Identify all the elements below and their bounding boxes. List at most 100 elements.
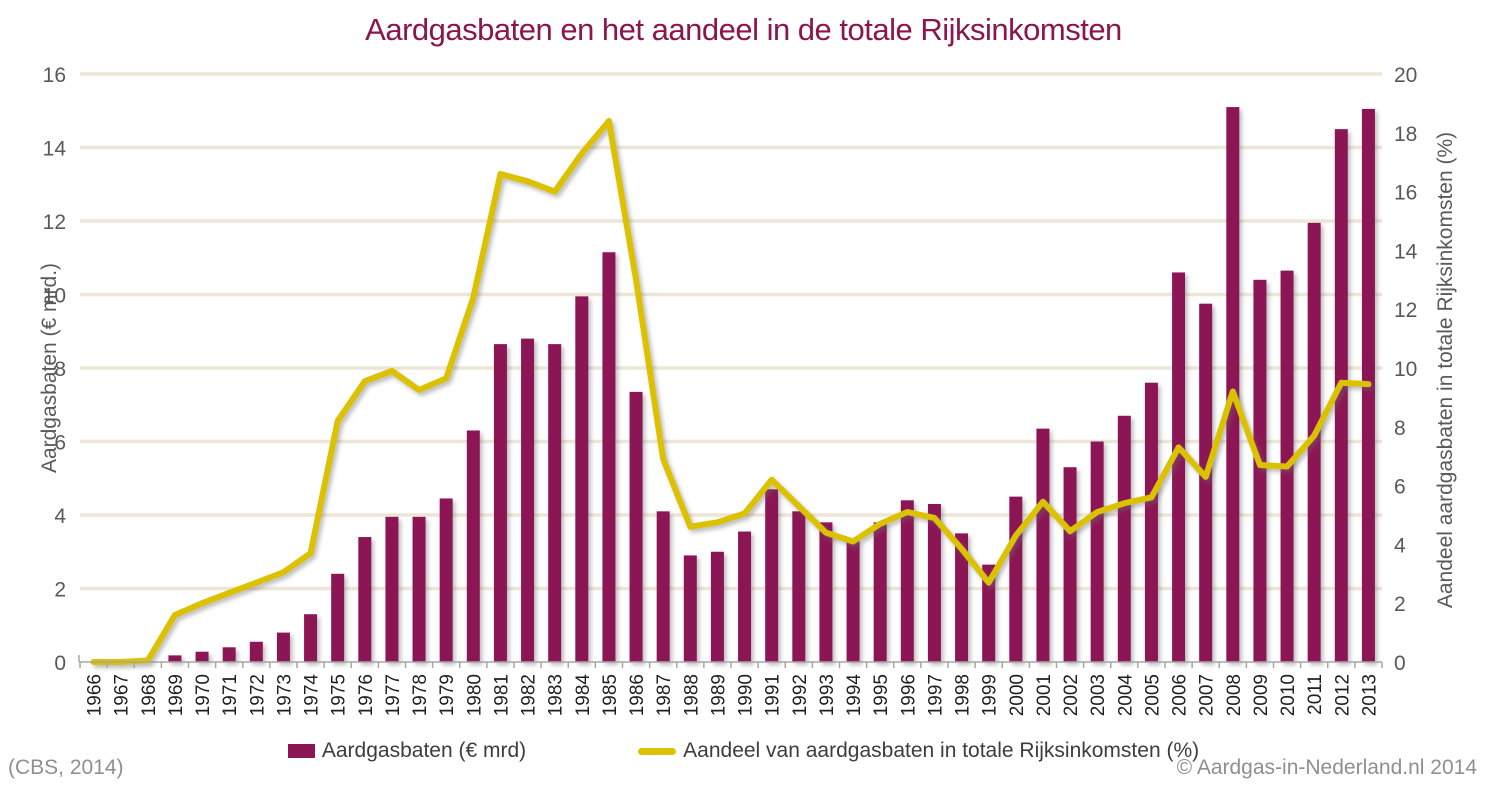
x-label-1984: 1984	[573, 674, 594, 717]
left-tick-8: 8	[54, 358, 66, 381]
left-axis-title: Aardgasbaten (€ mrd.)	[38, 263, 61, 473]
x-label-1967: 1967	[112, 674, 133, 716]
bar-1984	[575, 296, 589, 662]
x-label-1985: 1985	[600, 674, 621, 716]
left-tick-4: 4	[54, 505, 66, 528]
bar-1986	[629, 391, 643, 662]
bar-2000	[1009, 496, 1023, 662]
x-label-1972: 1972	[247, 674, 268, 716]
bar-1978	[412, 516, 426, 662]
left-tick-2: 2	[54, 579, 66, 602]
bar-1999	[982, 564, 996, 662]
bar-1981	[493, 344, 507, 662]
x-label-1990: 1990	[736, 674, 757, 716]
left-tick-6: 6	[54, 432, 66, 455]
x-label-1971: 1971	[220, 674, 241, 716]
bar-2001	[1036, 428, 1050, 662]
x-label-1974: 1974	[302, 674, 323, 717]
right-tick-0: 0	[1394, 652, 1406, 675]
right-tick-6: 6	[1394, 476, 1406, 499]
right-tick-10: 10	[1394, 358, 1417, 381]
x-label-1979: 1979	[437, 674, 458, 716]
bar-1976	[358, 537, 372, 662]
bar-2009	[1253, 279, 1267, 662]
x-label-1996: 1996	[898, 674, 919, 716]
bar-1985	[602, 252, 616, 663]
bar-1991	[765, 489, 779, 662]
bar-1996	[900, 500, 914, 662]
right-axis-ticks: 0 2 4 6 8 10 12 14 16 18 20	[1394, 64, 1418, 675]
legend-label-line: Aandeel van aardgasbaten in totale Rijks…	[683, 739, 1200, 762]
legend-item-line: Aandeel van aardgasbaten in totale Rijks…	[638, 739, 1199, 763]
bar-series-swatch	[287, 744, 315, 758]
x-label-1966: 1966	[85, 674, 106, 716]
bar-2011	[1307, 222, 1321, 662]
x-label-1988: 1988	[681, 674, 702, 716]
x-label-1970: 1970	[193, 674, 214, 716]
x-label-2013: 2013	[1359, 674, 1380, 716]
x-label-2003: 2003	[1088, 674, 1109, 716]
legend: Aardgasbaten (€ mrd) Aandeel van aardgas…	[0, 739, 1487, 763]
x-label-1973: 1973	[274, 674, 295, 716]
x-label-1997: 1997	[925, 674, 946, 716]
right-tick-8: 8	[1394, 417, 1406, 440]
x-label-1986: 1986	[627, 674, 648, 716]
x-label-1987: 1987	[654, 674, 675, 716]
bar-1974	[304, 614, 318, 662]
x-label-2008: 2008	[1224, 674, 1245, 716]
x-label-2009: 2009	[1251, 674, 1272, 716]
x-label-1998: 1998	[953, 674, 974, 716]
bar-1979	[439, 498, 453, 662]
line-series-swatch	[638, 747, 677, 755]
x-label-1995: 1995	[871, 674, 892, 716]
chart-title: Aardgasbaten en het aandeel in de totale…	[365, 12, 1122, 47]
x-label-2000: 2000	[1007, 674, 1028, 716]
bar-1975	[331, 573, 345, 662]
bar-1989	[710, 551, 724, 662]
bar-1977	[385, 516, 399, 662]
x-label-2006: 2006	[1170, 674, 1191, 716]
x-label-1989: 1989	[708, 674, 729, 716]
x-label-1968: 1968	[139, 674, 160, 716]
right-tick-18: 18	[1394, 123, 1417, 146]
x-label-1975: 1975	[329, 674, 350, 716]
right-tick-14: 14	[1394, 240, 1418, 263]
bar-1973	[276, 632, 290, 662]
x-label-1992: 1992	[790, 674, 811, 716]
x-label-2010: 2010	[1278, 674, 1299, 716]
x-label-2002: 2002	[1061, 674, 1082, 716]
bar-1994	[846, 540, 860, 662]
x-label-2005: 2005	[1142, 674, 1163, 716]
right-axis-title: Aandeel aardgasbaten in totale Rijksinko…	[1434, 132, 1457, 608]
bar-2008	[1226, 107, 1240, 662]
bar-2004	[1117, 415, 1131, 662]
x-label-2004: 2004	[1115, 674, 1136, 717]
bar-1982	[521, 338, 535, 662]
x-label-1981: 1981	[491, 674, 512, 716]
x-label-1980: 1980	[464, 674, 485, 716]
x-label-1976: 1976	[356, 674, 377, 716]
copyright-note: © Aardgas-in-Nederland.nl 2014	[1176, 756, 1477, 779]
bar-1971	[222, 647, 236, 662]
x-axis-labels: 1966 1967 1968 1969 1970 1971 1972 1973 1974 1975…	[85, 674, 1381, 717]
bar-2006	[1172, 272, 1186, 662]
left-axis-ticks: 0 2 4 6 8 10 12 14 16	[43, 64, 67, 675]
left-tick-10: 10	[43, 285, 66, 308]
right-tick-4: 4	[1394, 534, 1406, 557]
legend-item-bars: Aardgasbaten (€ mrd)	[287, 739, 526, 763]
bar-1998	[955, 533, 969, 662]
left-tick-14: 14	[43, 138, 67, 161]
x-label-1999: 1999	[980, 674, 1001, 716]
right-tick-20: 20	[1394, 64, 1417, 87]
right-tick-12: 12	[1394, 299, 1417, 322]
x-label-1978: 1978	[410, 674, 431, 716]
bar-2002	[1063, 467, 1077, 662]
bars-series	[141, 107, 1375, 663]
share-line	[90, 118, 1372, 665]
bar-1987	[656, 511, 670, 662]
x-label-2001: 2001	[1034, 674, 1055, 716]
bar-1993	[819, 522, 833, 662]
